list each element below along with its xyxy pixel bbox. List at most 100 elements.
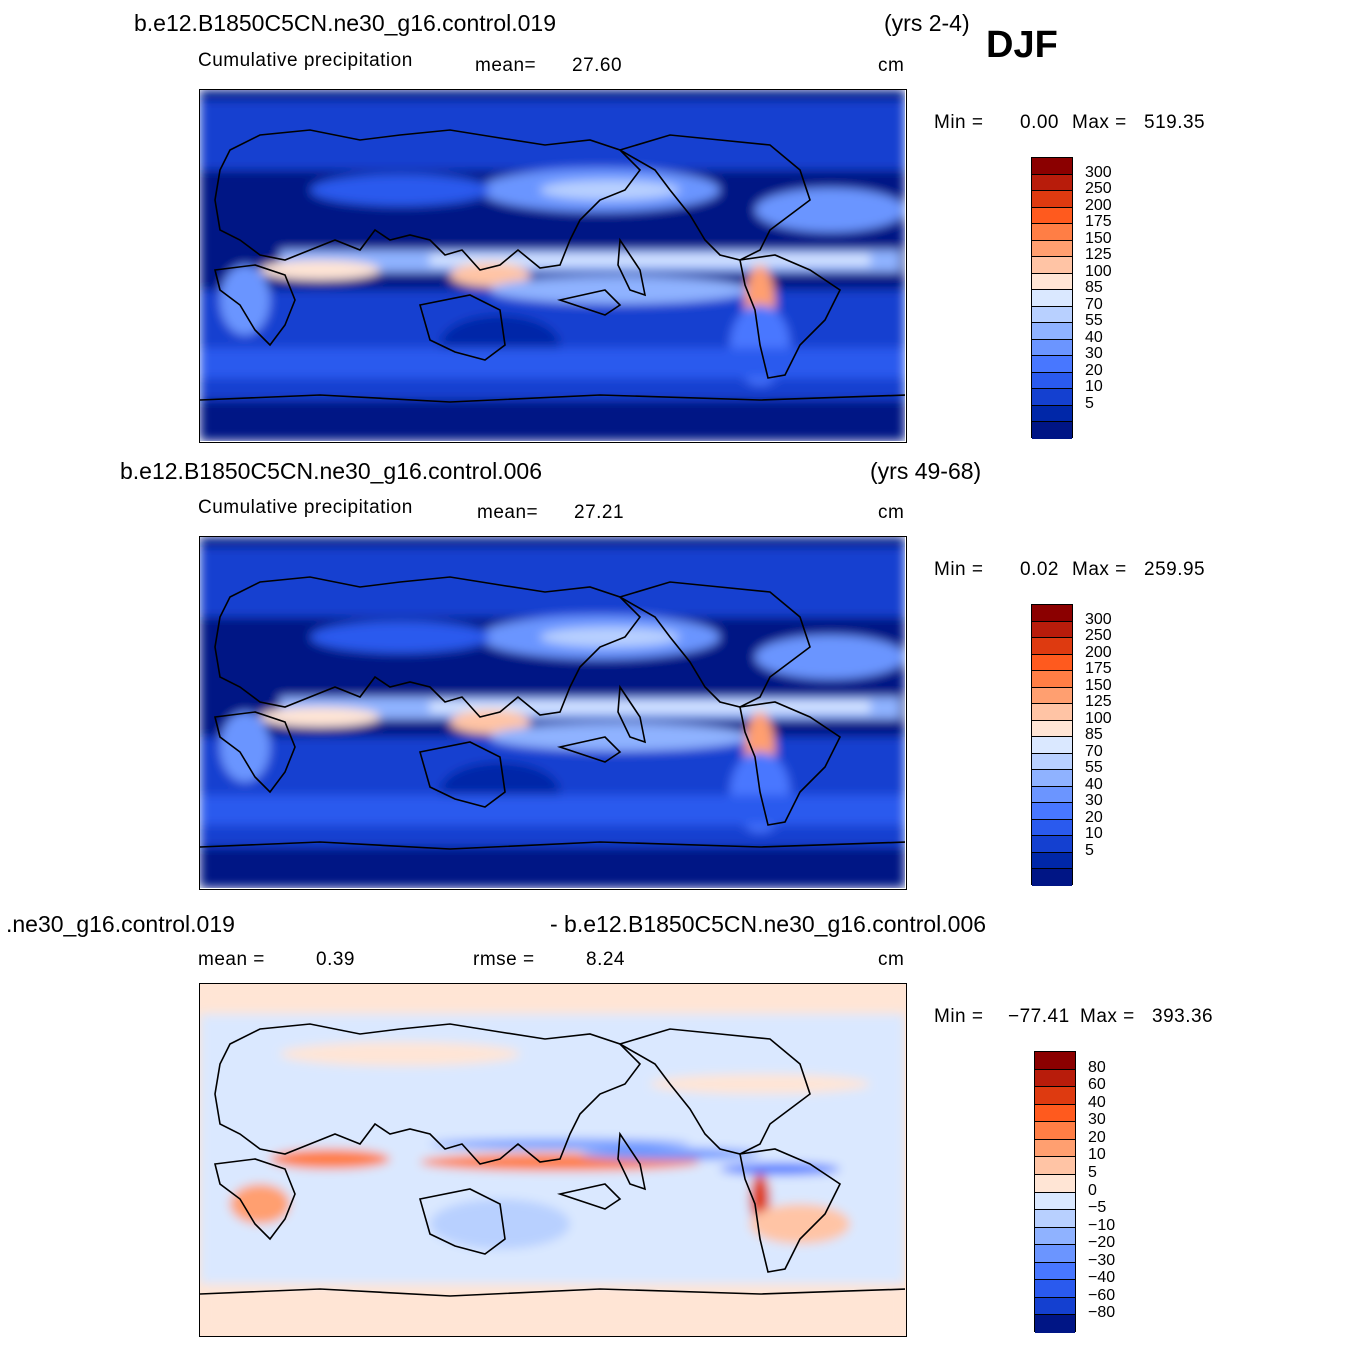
panel2-min-value: 0.02	[1020, 559, 1059, 580]
colorbar-tick-label: 20	[1088, 1128, 1106, 1146]
panel1-min-label: Min =	[934, 112, 984, 133]
colorbar-swatch	[1032, 654, 1072, 672]
colorbar-swatch	[1035, 1192, 1075, 1211]
colorbar-tick-label: 5	[1088, 1163, 1097, 1181]
colorbar-swatch	[1032, 240, 1072, 258]
coastline	[214, 576, 642, 718]
colorbar-tick-label: 40	[1085, 775, 1103, 793]
colorbar-swatch	[1035, 1104, 1075, 1123]
colorbar-tick-label: 300	[1085, 610, 1112, 628]
colorbar-tick-label: 125	[1085, 246, 1112, 264]
coastline	[214, 1158, 296, 1241]
colorbar-swatch	[1035, 1087, 1075, 1105]
colorbar-tick-label: −20	[1088, 1234, 1116, 1252]
colorbar-tick-label: 150	[1085, 229, 1112, 247]
colorbar-tick-label: 0	[1088, 1181, 1097, 1199]
colorbar-swatch	[1035, 1245, 1075, 1263]
colorbar-tick-label: 100	[1085, 709, 1112, 727]
colorbar-swatch	[1032, 158, 1072, 175]
colorbar-swatch	[1032, 273, 1072, 291]
colorbar-tick-label: 40	[1085, 328, 1103, 346]
panel3-colorbar	[1034, 1051, 1076, 1333]
panel2-stats-label: Cumulative precipitation	[198, 497, 413, 518]
panel3-units: cm	[878, 949, 905, 970]
coastline	[418, 1188, 506, 1255]
colorbar-swatch	[1032, 687, 1072, 705]
panel1-units: cm	[878, 55, 905, 76]
colorbar-swatch	[1035, 1174, 1075, 1193]
panel1-max-value: 519.35	[1144, 112, 1206, 133]
panel3-rmse-label: rmse =	[473, 949, 535, 970]
colorbar-swatch	[1032, 869, 1072, 886]
panel2-years: (yrs 49-68)	[870, 458, 982, 484]
panel3-rmse-value: 8.24	[586, 949, 625, 970]
colorbar-swatch	[1035, 1280, 1075, 1298]
colorbar-swatch	[1032, 372, 1072, 390]
colorbar-swatch	[1032, 422, 1072, 439]
colorbar-swatch	[1035, 1210, 1075, 1228]
coastline	[214, 264, 296, 347]
panel3-min-label: Min =	[934, 1006, 984, 1027]
colorbar-swatch	[1032, 621, 1072, 639]
colorbar-swatch	[1032, 207, 1072, 225]
colorbar-swatch	[1035, 1069, 1075, 1088]
panel1-years: (yrs 2-4)	[884, 10, 970, 36]
panel3-min-value: −77.41	[1008, 1006, 1070, 1027]
colorbar-swatch	[1035, 1139, 1075, 1158]
colorbar-swatch	[1032, 356, 1072, 373]
colorbar-swatch	[1032, 224, 1072, 241]
panel2-mean-value: 27.21	[574, 502, 625, 523]
colorbar-tick-label: 55	[1085, 759, 1103, 777]
colorbar-tick-label: 200	[1085, 196, 1112, 214]
coastline	[617, 684, 647, 744]
colorbar-tick-label: −10	[1088, 1216, 1116, 1234]
coastline	[200, 394, 905, 403]
colorbar-tick-label: 10	[1085, 825, 1103, 843]
colorbar-swatch	[1035, 1262, 1075, 1281]
colorbar-tick-label: 70	[1085, 295, 1103, 313]
colorbar-tick-label: −60	[1088, 1286, 1116, 1304]
coastline	[418, 294, 506, 361]
colorbar-tick-label: 30	[1088, 1111, 1106, 1129]
panel2-min-label: Min =	[934, 559, 984, 580]
colorbar-tick-label: 70	[1085, 742, 1103, 760]
colorbar-swatch	[1032, 819, 1072, 837]
panel3-mean-value: 0.39	[316, 949, 355, 970]
coastline	[739, 254, 842, 379]
colorbar-tick-label: 250	[1085, 180, 1112, 198]
colorbar-tick-label: 10	[1085, 378, 1103, 396]
colorbar-swatch	[1032, 290, 1072, 307]
colorbar-swatch	[1035, 1227, 1075, 1246]
colorbar-tick-label: 85	[1085, 726, 1103, 744]
panel1-min-value: 0.00	[1020, 112, 1059, 133]
coastline	[214, 129, 642, 271]
coastline	[200, 841, 905, 850]
colorbar-swatch	[1032, 737, 1072, 754]
colorbar-tick-label: 5	[1085, 841, 1094, 859]
panel1-colorbar	[1031, 157, 1073, 439]
season-label: DJF	[986, 24, 1058, 66]
coastline	[739, 1148, 842, 1273]
coastline	[200, 1288, 905, 1297]
colorbar-tick-label: 30	[1085, 345, 1103, 363]
coastline	[557, 736, 622, 763]
colorbar-tick-label: 175	[1085, 213, 1112, 231]
colorbar-swatch	[1032, 339, 1072, 357]
colorbar-swatch	[1035, 1297, 1075, 1316]
coastline	[214, 1023, 642, 1165]
colorbar-swatch	[1032, 770, 1072, 787]
panel3-max-label: Max =	[1080, 1006, 1135, 1027]
colorbar-swatch	[1032, 323, 1072, 340]
colorbar-tick-label: 20	[1085, 361, 1103, 379]
panel2-mean-label: mean=	[477, 502, 539, 523]
coastline	[617, 237, 647, 297]
colorbar-swatch	[1032, 306, 1072, 324]
colorbar-swatch	[1032, 257, 1072, 274]
panel3-case-right: - b.e12.B1850C5CN.ne30_g16.control.006	[550, 911, 987, 937]
colorbar-swatch	[1032, 803, 1072, 820]
colorbar-tick-label: 200	[1085, 643, 1112, 661]
panel1-mean-value: 27.60	[572, 55, 623, 76]
colorbar-tick-label: −80	[1088, 1304, 1116, 1322]
colorbar-tick-label: −5	[1088, 1199, 1107, 1217]
colorbar-swatch	[1035, 1315, 1075, 1333]
